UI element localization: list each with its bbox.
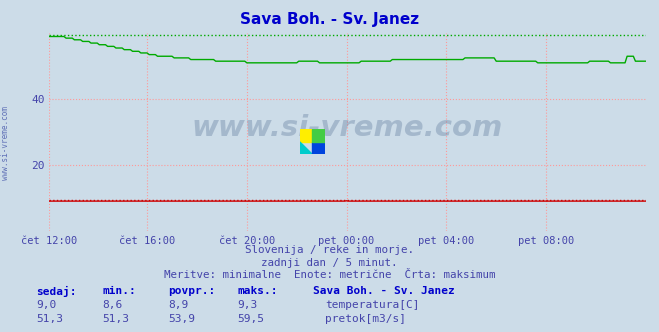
- Text: 8,6: 8,6: [102, 300, 123, 310]
- Text: sedaj:: sedaj:: [36, 286, 76, 297]
- Text: Sava Boh. - Sv. Janez: Sava Boh. - Sv. Janez: [313, 286, 455, 296]
- Polygon shape: [312, 129, 325, 142]
- Bar: [312, 142, 325, 154]
- Text: 9,3: 9,3: [237, 300, 258, 310]
- Text: 9,0: 9,0: [36, 300, 57, 310]
- Text: 51,3: 51,3: [102, 314, 129, 324]
- Text: Sava Boh. - Sv. Janez: Sava Boh. - Sv. Janez: [240, 12, 419, 27]
- Polygon shape: [300, 142, 312, 154]
- Text: Meritve: minimalne  Enote: metrične  Črta: maksimum: Meritve: minimalne Enote: metrične Črta:…: [163, 270, 496, 280]
- Bar: [300, 129, 312, 142]
- Text: www.si-vreme.com: www.si-vreme.com: [192, 114, 503, 142]
- Text: 53,9: 53,9: [168, 314, 195, 324]
- Text: temperatura[C]: temperatura[C]: [325, 300, 419, 310]
- Text: maks.:: maks.:: [237, 286, 277, 296]
- Text: 59,5: 59,5: [237, 314, 264, 324]
- Text: pretok[m3/s]: pretok[m3/s]: [325, 314, 406, 324]
- Text: min.:: min.:: [102, 286, 136, 296]
- Text: www.si-vreme.com: www.si-vreme.com: [1, 106, 10, 180]
- Text: zadnji dan / 5 minut.: zadnji dan / 5 minut.: [261, 258, 398, 268]
- Text: Slovenija / reke in morje.: Slovenija / reke in morje.: [245, 245, 414, 255]
- Text: 8,9: 8,9: [168, 300, 188, 310]
- Text: povpr.:: povpr.:: [168, 286, 215, 296]
- Text: 51,3: 51,3: [36, 314, 63, 324]
